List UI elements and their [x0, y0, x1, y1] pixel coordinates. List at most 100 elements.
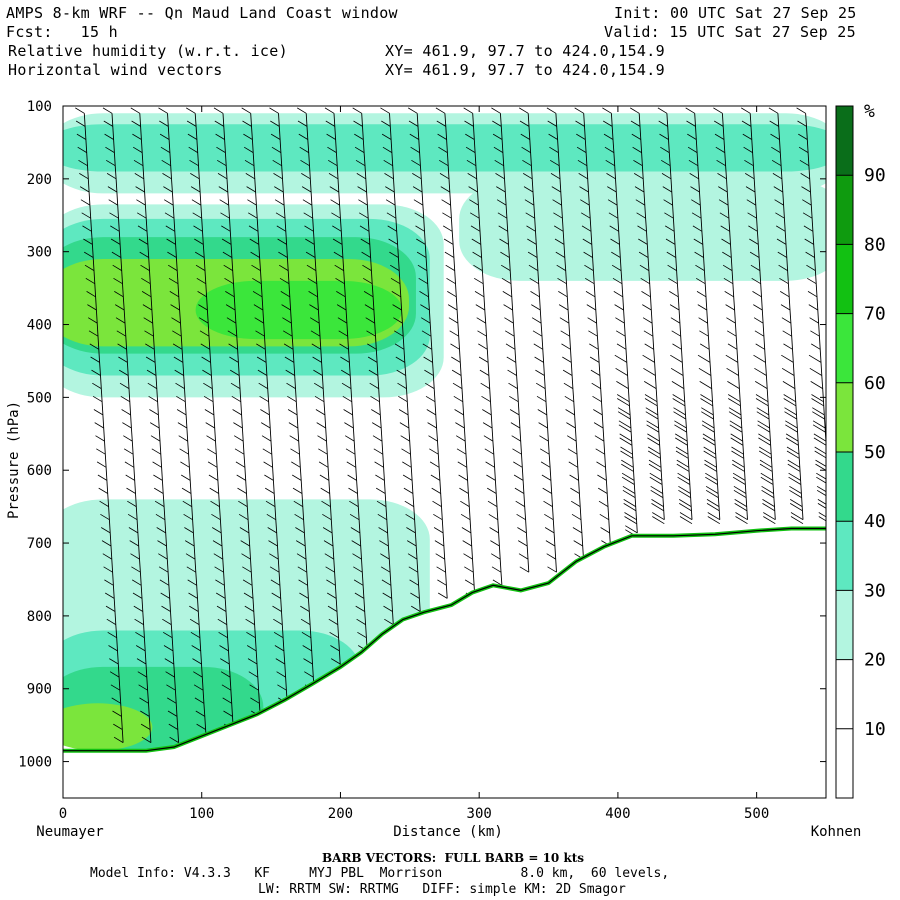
wind-barb-ticks [296, 107, 342, 678]
colorbar-swatch [836, 452, 853, 522]
wind-barb-shaft [805, 113, 826, 451]
model-info: Model Info: V4.3.3 KF MYJ PBL Morrison 8… [90, 866, 670, 881]
wind-barb-ticks [352, 107, 395, 639]
colorbar-swatch [836, 659, 853, 729]
wind-barb-shaft [305, 113, 342, 678]
y-tick-label: 800 [27, 609, 52, 625]
colorbar-label: 20 [864, 650, 886, 671]
wind-barb-ticks [130, 107, 179, 743]
wind-barb-shaft [194, 113, 234, 730]
x-tick-label: 0 [59, 806, 67, 822]
wind-barb-ticks [491, 107, 530, 573]
colorbar-swatch [836, 175, 853, 245]
wind-barb-shaft [583, 113, 611, 547]
left-endpoint-label: Neumayer [36, 824, 103, 840]
field-label-rh: Relative humidity (w.r.t. ice) [8, 42, 288, 60]
x-tick-label: 200 [328, 806, 353, 822]
wind-barb-shaft [638, 113, 665, 520]
y-tick-label: 700 [27, 536, 52, 552]
wind-barb-shaft [444, 113, 476, 599]
wind-barb-shaft [555, 113, 585, 573]
y-tick-label: 400 [27, 318, 52, 334]
x-tick-label: 100 [189, 806, 214, 822]
wind-barb-ticks [380, 107, 422, 625]
wind-barb-shaft [777, 113, 804, 520]
field-label-wind: Horizontal wind vectors [8, 61, 223, 79]
wind-barb-ticks [213, 107, 261, 717]
colorbar-label: 10 [864, 719, 886, 740]
y-axis-label: Pressure (hPa) [6, 401, 22, 519]
wind-barb-shaft [499, 113, 530, 573]
wind-barb-ticks [158, 107, 207, 743]
y-tick-label: 200 [27, 172, 52, 188]
wind-barb-ticks [602, 107, 638, 538]
wind-barb-ticks [574, 107, 611, 547]
y-tick-label: 300 [27, 245, 52, 261]
y-tick-label: 100 [27, 99, 52, 115]
wind-barb-shaft [749, 113, 776, 520]
colorbar-label: 70 [864, 304, 886, 325]
y-tick-label: 600 [27, 463, 52, 479]
terrain-fill [63, 528, 826, 798]
chart-title: AMPS 8-km WRF -- Qn Maud Land Coast wind… [6, 4, 398, 22]
forecast-hour: Fcst: 15 h [6, 23, 118, 41]
plot-frame [62, 105, 827, 799]
x-tick-label: 400 [605, 806, 630, 822]
colorbar-label: 60 [864, 373, 886, 394]
wind-barb-shaft [389, 113, 422, 625]
wind-barb-shaft [694, 113, 721, 520]
wind-barb-ticks [657, 107, 693, 525]
wind-barb-ticks [269, 107, 315, 691]
rh-region-11 [459, 178, 826, 281]
y-tick-label: 1000 [18, 755, 52, 771]
colorbar-unit: % [864, 101, 875, 122]
y-tick-label: 500 [27, 390, 52, 406]
barb-legend: BARB VECTORS: FULL BARB = 10 kts [322, 851, 585, 865]
xy-range-1: XY= 461.9, 97.7 to 424.0,154.9 [385, 42, 665, 60]
terrain-surface-line [63, 527, 826, 752]
physics-info: LW: RRTM SW: RRTMG DIFF: simple KM: 2D S… [258, 882, 626, 897]
colorbar-label: 30 [864, 580, 886, 601]
colorbar-swatch [836, 590, 853, 660]
wind-barb-ticks [407, 107, 448, 599]
right-endpoint-label: Kohnen [811, 824, 862, 840]
y-tick-label: 900 [27, 682, 52, 698]
colorbar-label: 80 [864, 234, 886, 255]
wind-barb-ticks [185, 107, 234, 730]
wind-barb-ticks [768, 107, 804, 525]
x-axis-label: Distance (km) [393, 824, 503, 840]
x-tick-label: 300 [467, 806, 492, 822]
rh-region-6 [195, 280, 403, 340]
wind-barb-ticks [740, 107, 776, 525]
valid-time: Valid: 15 UTC Sat 27 Sep 25 [604, 23, 856, 41]
colorbar-swatch [836, 313, 853, 383]
wind-barb-ticks [324, 107, 369, 665]
wind-barb-ticks [435, 107, 476, 599]
wind-barb-ticks [518, 107, 557, 573]
wind-barb-shaft [250, 113, 288, 704]
wind-barb-shaft [721, 113, 748, 520]
wind-barb-ticks [629, 107, 665, 525]
wind-barb-ticks [546, 107, 585, 573]
colorbar-label: 90 [864, 165, 886, 186]
rh-region-10 [63, 703, 153, 751]
colorbar-label: 40 [864, 511, 886, 532]
colorbar-swatch [836, 106, 853, 176]
wind-barb-ticks [463, 107, 503, 586]
colorbar-label: 50 [864, 442, 886, 463]
colorbar-swatch [836, 728, 853, 798]
colorbar-swatch [836, 521, 853, 591]
xy-range-2: XY= 461.9, 97.7 to 424.0,154.9 [385, 61, 665, 79]
wind-barb-ticks [713, 107, 748, 525]
wind-barb-shaft [527, 113, 557, 573]
colorbar-swatch [836, 382, 853, 452]
wind-barb-ticks [75, 107, 124, 743]
colorbar-swatch [836, 244, 853, 314]
init-time: Init: 00 UTC Sat 27 Sep 25 [614, 4, 857, 22]
wind-barb-ticks [685, 107, 721, 525]
wind-barb-ticks [102, 107, 152, 743]
wind-barb-shaft [666, 113, 693, 520]
wind-barb-ticks [241, 107, 288, 704]
wind-barb-shaft [416, 113, 448, 599]
